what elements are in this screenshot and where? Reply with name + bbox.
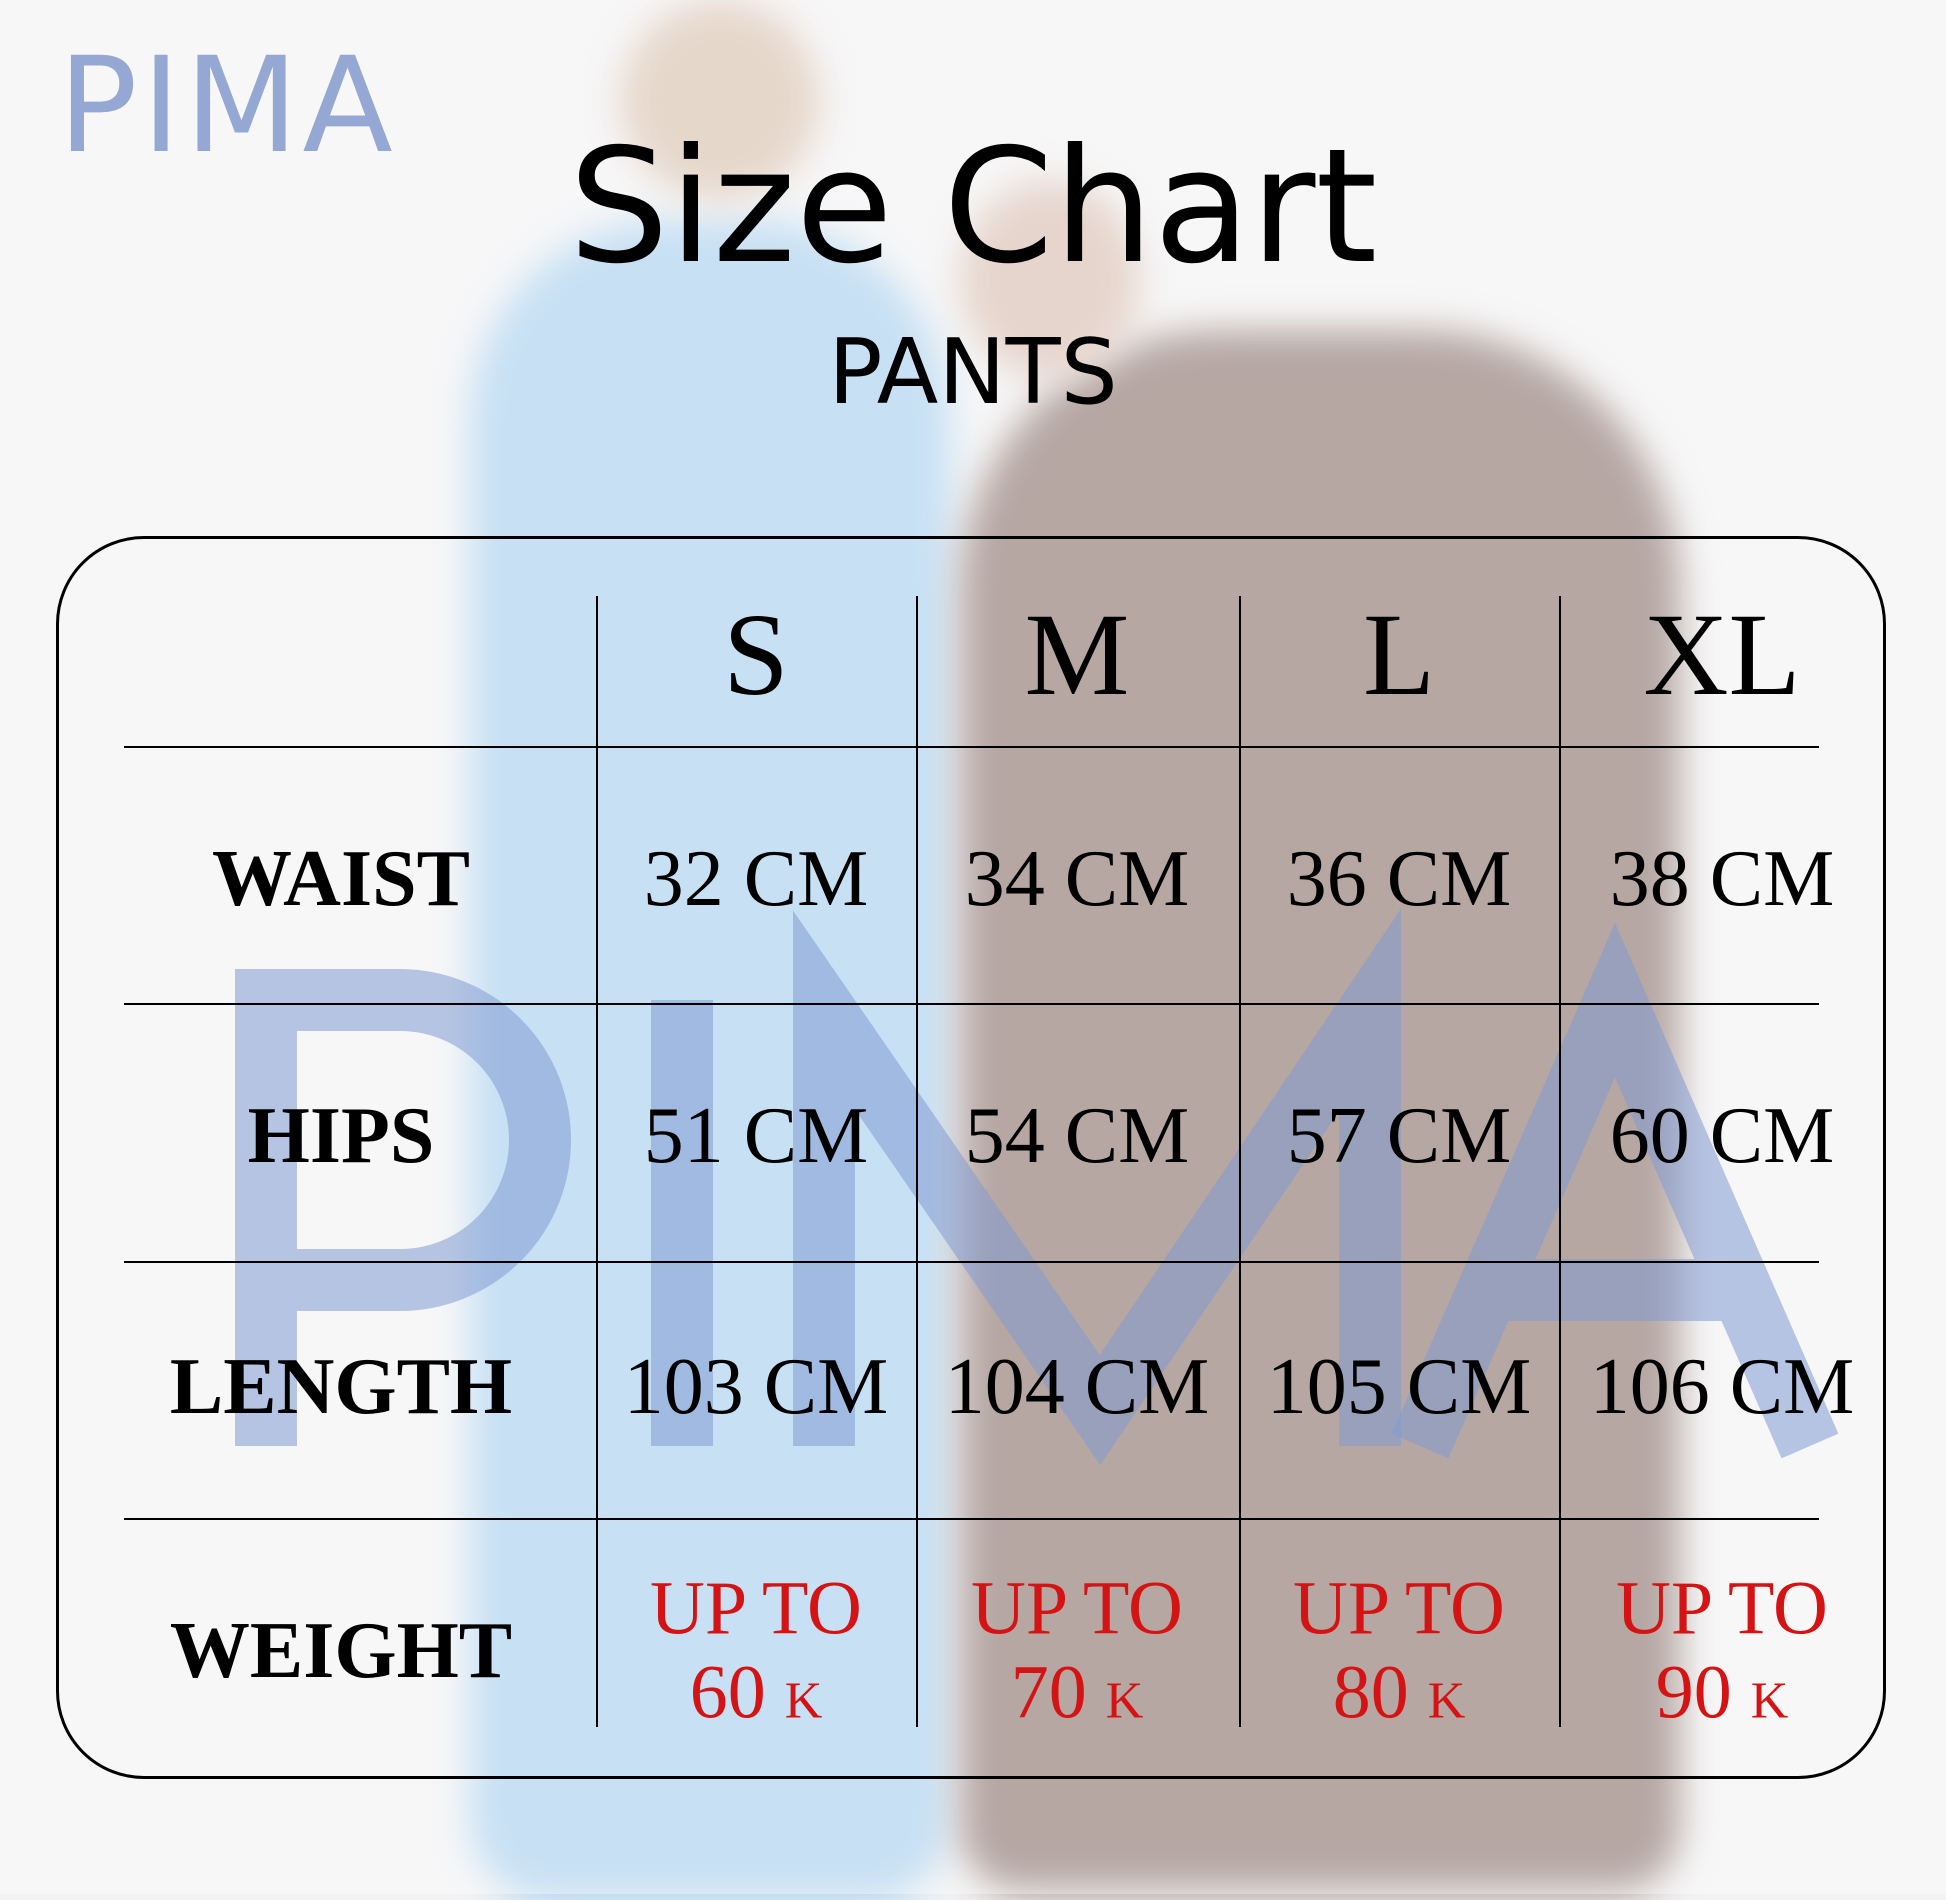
weight-unit: K [1105,1672,1144,1729]
weight-prefix: UP TO [1293,1566,1505,1651]
weight-value: 70 K [917,1650,1237,1735]
row-divider [124,746,1819,748]
size-header: L [1362,589,1436,720]
page-title: Size Chart [568,115,1378,299]
page-subtitle: PANTS [828,320,1118,425]
row-label: HIPS [247,1092,435,1180]
table-cell: 106 CM [1589,1343,1855,1431]
weight-cell: UP TO 80 K [1239,1567,1559,1734]
table-cell: 60 CM [1609,1092,1835,1180]
size-header: M [1024,589,1130,720]
size-header: S [723,589,789,720]
table-cell: 32 CM [643,835,869,923]
weight-unit: K [1750,1672,1789,1729]
size-header: XL [1643,589,1801,720]
weight-prefix: UP TO [1616,1566,1828,1651]
table-cell: 38 CM [1609,835,1835,923]
table-cell: 103 CM [623,1343,889,1431]
column-divider [1559,596,1561,1727]
weight-value: 80 K [1239,1650,1559,1735]
row-label: WEIGHT [169,1607,513,1695]
table-cell: 57 CM [1286,1092,1512,1180]
weight-number: 90 [1655,1650,1732,1734]
column-divider [916,596,918,1727]
weight-prefix: UP TO [650,1566,862,1651]
row-divider [124,1518,1819,1520]
row-divider [124,1261,1819,1263]
weight-value: 90 K [1562,1650,1882,1735]
row-divider [124,1003,1819,1005]
brand-logo: PIMA [58,29,397,183]
weight-cell: UP TO 70 K [917,1567,1237,1734]
column-divider [1239,596,1241,1727]
weight-value: 60 K [596,1650,916,1735]
table-cell: 51 CM [643,1092,869,1180]
weight-number: 80 [1332,1650,1409,1734]
weight-number: 70 [1010,1650,1087,1734]
column-divider [596,596,598,1727]
table-cell: 54 CM [964,1092,1190,1180]
table-cell: 36 CM [1286,835,1512,923]
table-cell: 34 CM [964,835,1190,923]
weight-number: 60 [689,1650,766,1734]
weight-cell: UP TO 90 K [1562,1567,1882,1734]
weight-unit: K [1427,1672,1466,1729]
row-label: LENGTH [169,1343,513,1431]
size-table-frame [56,536,1886,1779]
table-cell: 105 CM [1266,1343,1532,1431]
weight-cell: UP TO 60 K [596,1567,916,1734]
row-label: WAIST [212,835,470,923]
table-cell: 104 CM [944,1343,1210,1431]
weight-prefix: UP TO [971,1566,1183,1651]
weight-unit: K [784,1672,823,1729]
